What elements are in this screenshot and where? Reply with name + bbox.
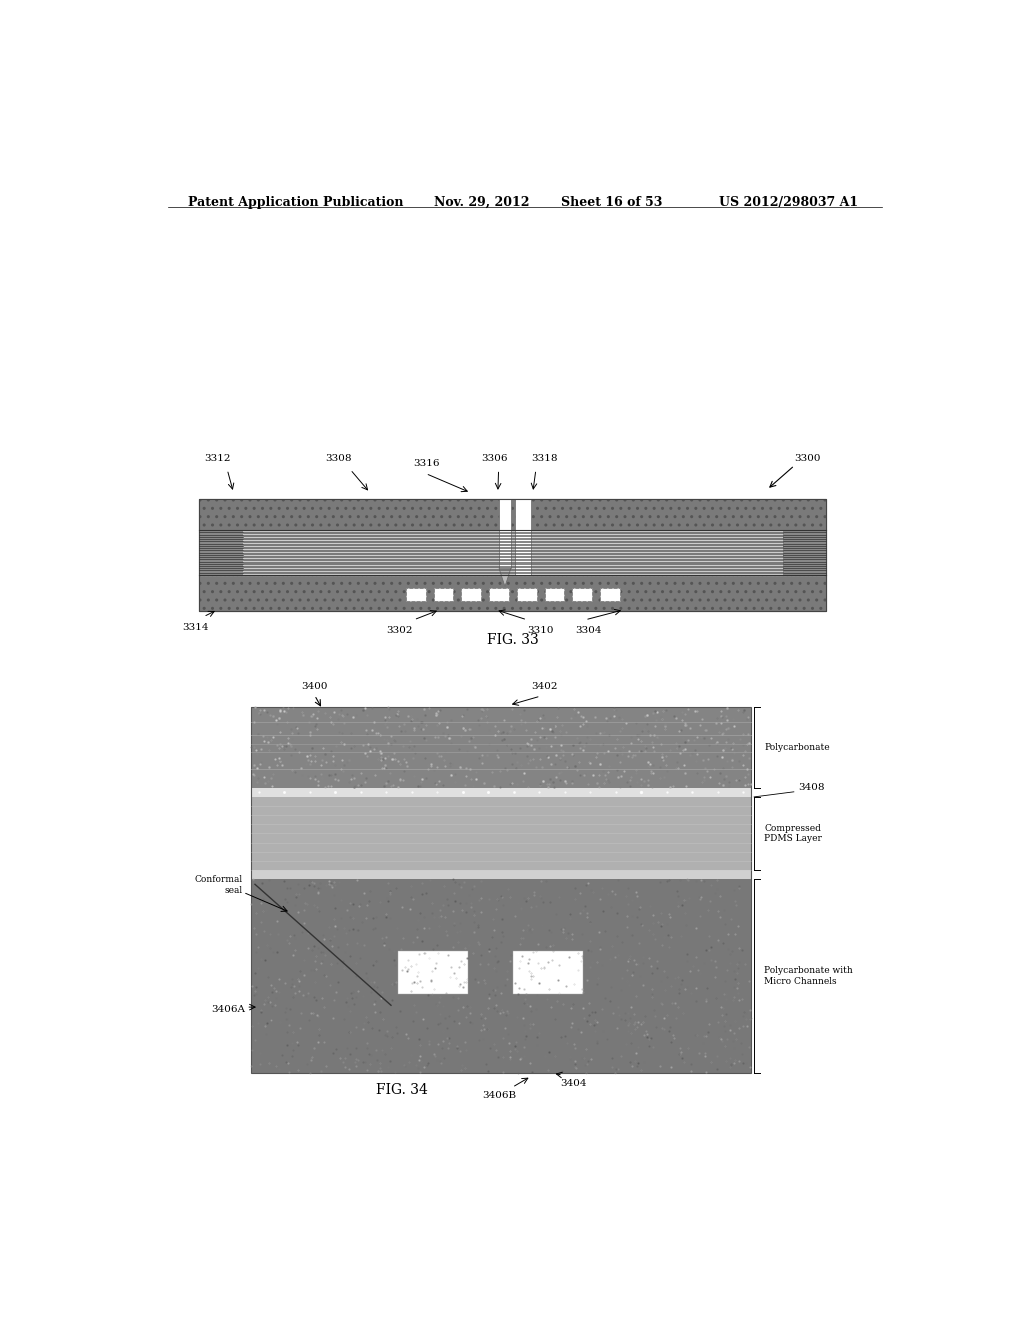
Bar [200, 499, 826, 611]
Bar [200, 577, 826, 611]
Text: 3306: 3306 [481, 454, 508, 463]
Bar [251, 708, 751, 788]
Text: Polycarbonate: Polycarbonate [765, 743, 830, 752]
Bar [406, 587, 426, 601]
Bar [251, 797, 751, 870]
Text: Nov. 29, 2012: Nov. 29, 2012 [433, 195, 529, 209]
Text: Patent Application Publication: Patent Application Publication [187, 195, 403, 209]
Bar [545, 587, 564, 601]
Bar [572, 587, 592, 601]
Bar [251, 788, 751, 797]
Text: 3308: 3308 [325, 454, 351, 463]
Text: 3406B: 3406B [482, 1092, 516, 1101]
Text: 3316: 3316 [414, 459, 440, 469]
Bar [782, 531, 826, 576]
Bar [200, 499, 826, 531]
Bar [200, 577, 826, 611]
Text: FIG. 33: FIG. 33 [487, 634, 539, 647]
Bar [513, 950, 584, 994]
Bar [433, 587, 454, 601]
Bar [600, 587, 621, 601]
Bar [200, 499, 826, 611]
Bar [251, 870, 751, 879]
Text: Compressed
PDMS Layer: Compressed PDMS Layer [765, 824, 822, 843]
Text: US 2012/298037 A1: US 2012/298037 A1 [719, 195, 858, 209]
Bar [200, 499, 826, 531]
Text: 3312: 3312 [205, 454, 231, 463]
Bar [200, 531, 243, 576]
Text: 3300: 3300 [795, 454, 821, 463]
Bar [398, 950, 469, 994]
Bar [517, 587, 537, 601]
Bar [243, 531, 782, 576]
Text: 3318: 3318 [531, 454, 558, 463]
Bar [251, 708, 751, 1073]
Text: 3302: 3302 [386, 626, 413, 635]
Text: 3402: 3402 [531, 682, 558, 690]
Text: Polycarbonate with
Micro Channels: Polycarbonate with Micro Channels [765, 966, 853, 986]
Text: 3314: 3314 [182, 623, 209, 632]
Text: Sheet 16 of 53: Sheet 16 of 53 [560, 195, 662, 209]
Text: 3304: 3304 [575, 626, 602, 635]
Bar [461, 587, 481, 601]
Bar [515, 499, 530, 576]
Text: 3406A: 3406A [211, 1005, 246, 1014]
Bar [489, 587, 509, 601]
Text: 3408: 3408 [798, 783, 824, 792]
Bar [499, 499, 511, 568]
Text: 3400: 3400 [301, 682, 328, 690]
Text: 3310: 3310 [527, 626, 554, 635]
Polygon shape [499, 568, 511, 586]
Bar [200, 499, 826, 611]
Text: 3404: 3404 [560, 1080, 587, 1088]
Text: FIG. 34: FIG. 34 [376, 1084, 428, 1097]
Bar [251, 879, 751, 1073]
Text: Conformal
seal: Conformal seal [195, 875, 243, 895]
